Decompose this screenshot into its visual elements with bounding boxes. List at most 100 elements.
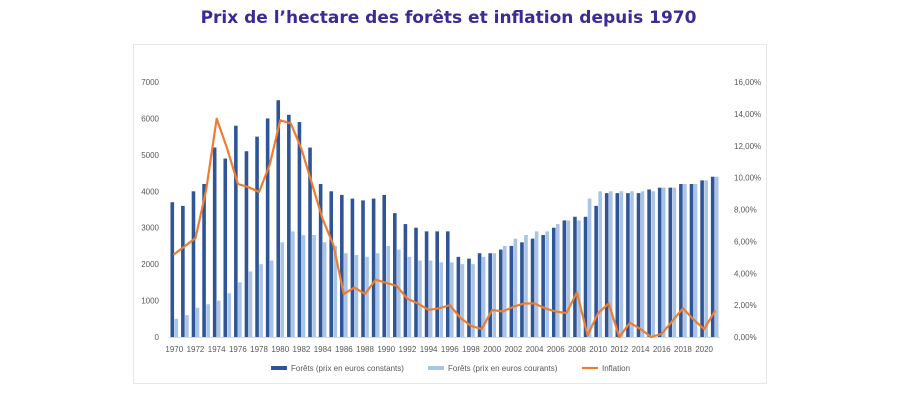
bar-constant-2011 (604, 193, 609, 337)
x-tick-label: 2020 (695, 345, 713, 354)
bar-constant-2013 (626, 193, 630, 337)
x-tick-label: 2002 (504, 345, 522, 354)
bar-current-1988 (365, 256, 369, 337)
bar-current-2021 (714, 176, 719, 337)
bar-current-1978 (259, 264, 263, 337)
bar-constant-1980 (276, 100, 281, 337)
bar-constant-1986 (340, 194, 344, 337)
x-tick-label: 2000 (483, 345, 501, 354)
chart-frame: 0 1000 2000 3000 4000 5000 6000 7000 0,00% 2,00% 4… (133, 44, 767, 384)
bar-constant-2006 (551, 227, 556, 337)
y2-tick-label: 6,00% (734, 237, 757, 246)
bar-constant-1972 (191, 191, 196, 337)
bar-current-1977 (248, 271, 253, 337)
bar-constant-2010 (594, 205, 598, 337)
x-tick-label: 1978 (250, 345, 268, 354)
bar-current-1986 (344, 253, 348, 337)
bar-constant-1978 (255, 136, 259, 337)
bar-current-2010 (598, 191, 602, 337)
x-tick-label: 2008 (568, 345, 586, 354)
x-tick-label: 1980 (271, 345, 289, 354)
bar-current-1983 (312, 235, 316, 337)
x-tick-label: 1970 (165, 345, 183, 354)
y-tick-label: 1000 (141, 297, 159, 306)
y-tick-label: 6000 (141, 114, 159, 123)
bar-current-2012 (619, 191, 624, 337)
bar-constant-1989 (371, 198, 376, 337)
y2-tick-label: 14,00% (734, 110, 761, 119)
y2-tick-label: 2,00% (734, 301, 757, 310)
bar-current-1990 (386, 245, 391, 337)
x-tick-label: 1996 (441, 345, 459, 354)
bar-current-1995 (439, 262, 444, 337)
bar-constant-1987 (350, 198, 355, 337)
bar-current-2000 (492, 253, 496, 337)
bar-current-1970 (174, 318, 179, 337)
bar-constant-1971 (181, 205, 185, 337)
y2-tick-label: 0,00% (734, 333, 757, 342)
bar-current-2002 (513, 238, 518, 337)
bar-current-1980 (280, 242, 285, 337)
x-tick-label: 1986 (335, 345, 353, 354)
bar-constant-1995 (435, 231, 439, 337)
y-tick-label: 4000 (141, 187, 159, 196)
bar-constant-2008 (573, 216, 577, 337)
bar-current-1982 (301, 235, 306, 337)
bar-current-2008 (577, 220, 581, 337)
bar-constant-1999 (477, 253, 482, 337)
legend-label-2: Inflation (602, 364, 630, 373)
bar-current-1996 (450, 262, 454, 337)
bar-current-2018 (683, 184, 687, 337)
x-tick-label: 1982 (293, 345, 311, 354)
bar-constant-1981 (287, 114, 291, 338)
y-tick-label: 3000 (141, 224, 159, 233)
bar-current-1999 (481, 256, 486, 337)
bar-current-1979 (269, 260, 274, 337)
bar-constant-1990 (382, 194, 387, 337)
bar-constant-2019 (689, 184, 694, 337)
bar-constant-1973 (202, 184, 206, 337)
bar-constant-1977 (244, 151, 249, 337)
bar-current-1973 (206, 304, 210, 337)
bar-current-1972 (195, 307, 200, 337)
bar-current-2004 (534, 231, 539, 337)
y2-tick-label: 10,00% (734, 174, 761, 183)
x-tick-label: 2012 (610, 345, 628, 354)
bar-constant-2007 (562, 220, 567, 337)
bar-current-1974 (216, 300, 221, 337)
bar-current-2020 (704, 180, 708, 337)
chart: 0 1000 2000 3000 4000 5000 6000 7000 0,00% 2,00% 4… (141, 78, 761, 373)
bar-constant-2001 (498, 249, 503, 337)
bar-constant-2012 (615, 193, 620, 337)
bar-current-2016 (661, 187, 666, 337)
bar-constant-2009 (583, 216, 588, 337)
bar-constant-1996 (445, 231, 450, 337)
bar-current-2009 (587, 198, 592, 337)
x-tick-label: 1984 (314, 345, 332, 354)
y2-tick-label: 4,00% (734, 269, 757, 278)
y-tick-label: 2000 (141, 260, 159, 269)
bar-constant-2018 (679, 184, 683, 337)
bar-current-2001 (502, 245, 507, 337)
y2-tick-label: 12,00% (734, 142, 761, 151)
y-tick-label: 5000 (141, 151, 159, 160)
legend-label-1: Forêts (prix en euros courants) (448, 364, 558, 373)
legend-swatch-1 (428, 366, 444, 370)
bar-current-2019 (693, 184, 698, 337)
bar-constant-1985 (329, 191, 334, 337)
bar-current-1976 (238, 282, 242, 337)
bar-constant-1994 (424, 231, 429, 337)
bar-constant-1983 (308, 147, 312, 337)
x-tick-label: 1992 (399, 345, 417, 354)
bar-constant-2021 (710, 176, 715, 337)
bar-constant-2015 (647, 189, 651, 337)
bar-constant-1988 (361, 200, 365, 337)
bar-constant-1998 (467, 258, 471, 337)
x-tick-label: 2010 (589, 345, 607, 354)
bar-current-1981 (291, 231, 295, 337)
bar-current-2007 (566, 220, 571, 337)
x-tick-label: 1972 (187, 345, 205, 354)
bar-constant-2005 (541, 235, 545, 337)
bar-constant-1997 (456, 256, 461, 337)
bar-constant-2020 (700, 180, 704, 337)
